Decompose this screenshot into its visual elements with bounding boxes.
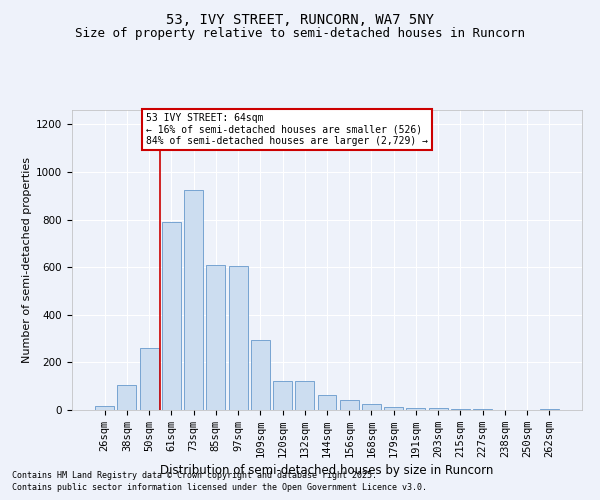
X-axis label: Distribution of semi-detached houses by size in Runcorn: Distribution of semi-detached houses by … <box>160 464 494 477</box>
Bar <box>451 409 470 410</box>
Bar <box>95 406 114 410</box>
Text: Contains HM Land Registry data © Crown copyright and database right 2025.: Contains HM Land Registry data © Crown c… <box>12 471 377 480</box>
Bar <box>317 394 337 410</box>
Bar <box>184 190 203 410</box>
Bar <box>429 408 448 410</box>
Bar <box>251 340 270 410</box>
Text: 53 IVY STREET: 64sqm
← 16% of semi-detached houses are smaller (526)
84% of semi: 53 IVY STREET: 64sqm ← 16% of semi-detac… <box>146 113 428 146</box>
Bar <box>118 385 136 410</box>
Bar <box>362 404 381 410</box>
Text: Size of property relative to semi-detached houses in Runcorn: Size of property relative to semi-detach… <box>75 28 525 40</box>
Y-axis label: Number of semi-detached properties: Number of semi-detached properties <box>22 157 32 363</box>
Text: 53, IVY STREET, RUNCORN, WA7 5NY: 53, IVY STREET, RUNCORN, WA7 5NY <box>166 12 434 26</box>
Bar <box>384 407 403 410</box>
Bar <box>140 348 158 410</box>
Bar <box>206 265 225 410</box>
Bar <box>273 382 292 410</box>
Bar <box>229 266 248 410</box>
Bar <box>162 222 181 410</box>
Bar <box>295 382 314 410</box>
Bar <box>406 408 425 410</box>
Bar <box>473 409 492 410</box>
Text: Contains public sector information licensed under the Open Government Licence v3: Contains public sector information licen… <box>12 484 427 492</box>
Bar <box>340 400 359 410</box>
